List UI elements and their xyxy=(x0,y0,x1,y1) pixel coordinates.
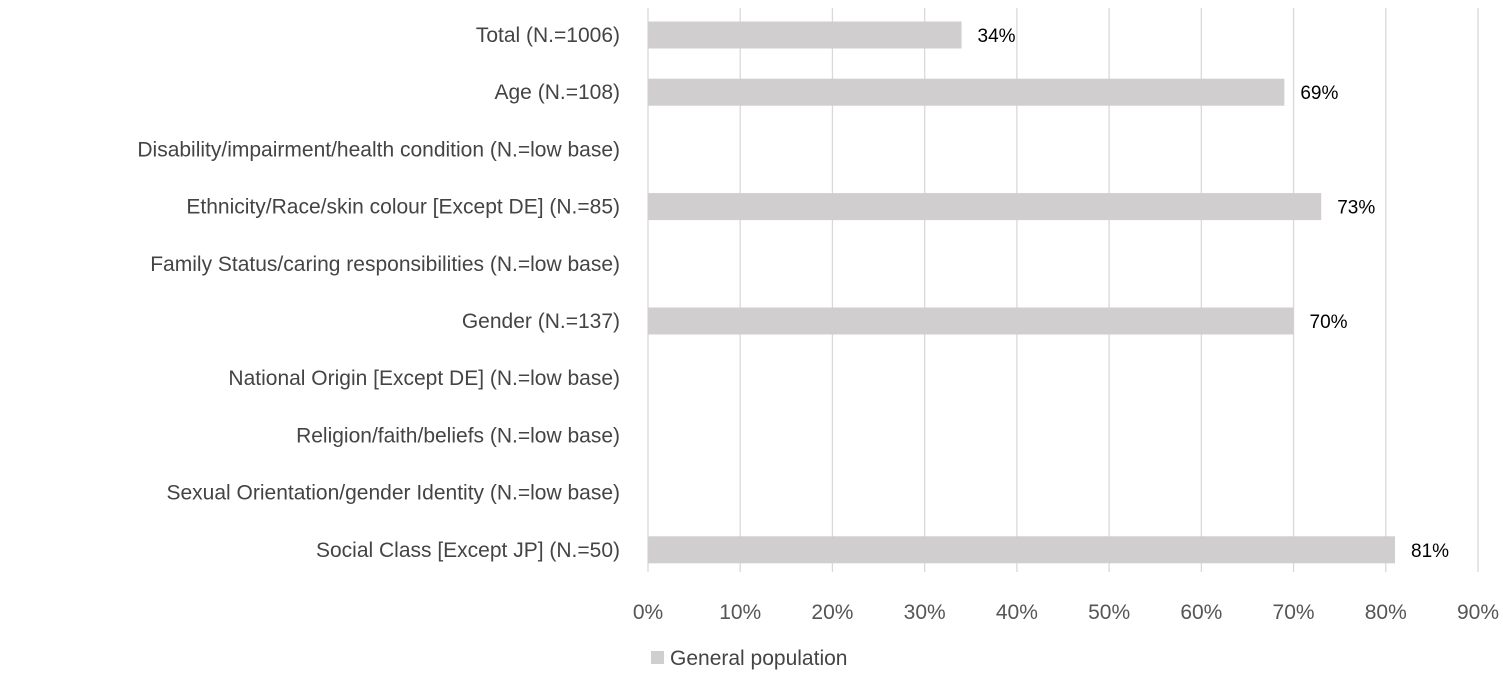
category-label: Ethnicity/Race/skin colour [Except DE] (… xyxy=(186,196,620,219)
x-tick-label: 70% xyxy=(1273,601,1315,624)
bar xyxy=(648,536,1395,564)
category-label: Social Class [Except JP] (N.=50) xyxy=(316,539,620,562)
legend-label: General population xyxy=(670,647,847,670)
x-tick-label: 20% xyxy=(811,601,853,624)
x-tick-label: 10% xyxy=(719,601,761,624)
bar xyxy=(648,78,1285,106)
x-tick-label: 60% xyxy=(1180,601,1222,624)
category-label: Sexual Orientation/gender Identity (N.=l… xyxy=(167,482,621,505)
x-axis-tick-labels: 0% 10% 20% 30% 40% 50% 60% 70% 80% 90% xyxy=(633,601,1499,624)
legend: General population xyxy=(651,647,847,670)
category-label: Family Status/caring responsibilities (N… xyxy=(150,253,620,276)
data-label: 70% xyxy=(1310,312,1348,333)
data-labels: 34% 69% 73% 70% 81% xyxy=(978,26,1450,562)
data-label: 81% xyxy=(1411,541,1449,562)
x-tick-label: 50% xyxy=(1088,601,1130,624)
bar xyxy=(648,307,1294,335)
data-label: 73% xyxy=(1337,198,1375,219)
data-label: 69% xyxy=(1300,83,1338,104)
x-tick-label: 30% xyxy=(904,601,946,624)
category-label: Disability/impairment/health condition (… xyxy=(137,138,620,161)
bar xyxy=(648,21,962,49)
category-label: Religion/faith/beliefs (N.=low base) xyxy=(296,424,620,447)
category-label: Total (N.=1006) xyxy=(476,24,620,47)
category-label: Gender (N.=137) xyxy=(462,310,620,333)
category-label: National Origin [Except DE] (N.=low base… xyxy=(228,367,620,390)
bar xyxy=(648,193,1322,221)
data-label: 34% xyxy=(978,26,1016,47)
x-tick-label: 40% xyxy=(996,601,1038,624)
x-tick-label: 0% xyxy=(633,601,663,624)
x-tick-label: 90% xyxy=(1457,601,1499,624)
category-labels: Total (N.=1006) Age (N.=108) Disability/im… xyxy=(137,24,620,562)
bars xyxy=(648,21,1395,564)
x-tick-label: 80% xyxy=(1365,601,1407,624)
category-label: Age (N.=108) xyxy=(495,81,621,104)
legend-swatch xyxy=(651,651,664,664)
